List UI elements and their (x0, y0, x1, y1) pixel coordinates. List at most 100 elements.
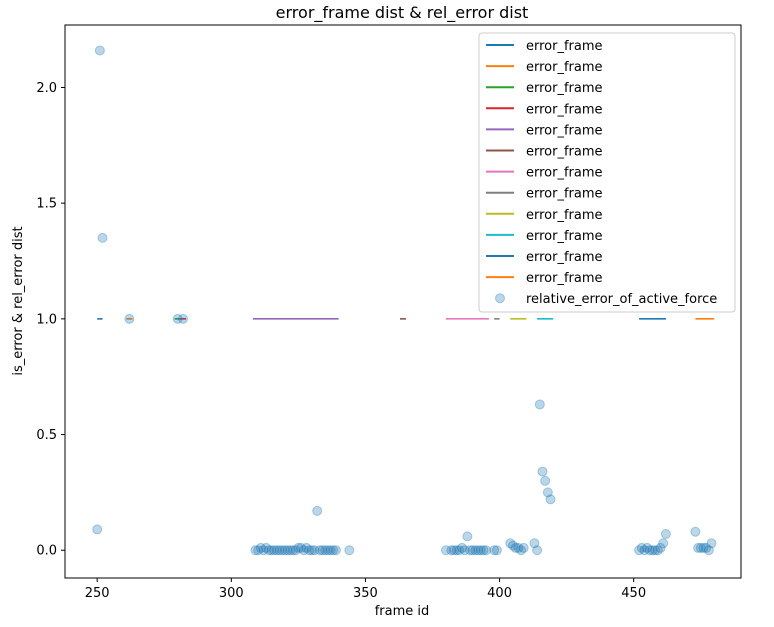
scatter-point-38 (440, 545, 451, 556)
x-axis: 250 300 350 400 450 (85, 578, 646, 601)
x-tick-label-2: 350 (353, 586, 378, 601)
legend-label-11: error_frame (526, 271, 603, 286)
scatter-point-43 (457, 542, 468, 553)
scatter-point-65 (540, 475, 551, 486)
scatter-point-23 (296, 542, 307, 553)
scatter-point-25 (301, 542, 312, 553)
scatter-point-0 (92, 524, 103, 535)
plot-marks (92, 45, 717, 556)
x-tick-label-0: 250 (85, 586, 110, 601)
x-tick-label-4: 450 (621, 586, 646, 601)
scatter-point-34 (325, 545, 336, 556)
legend-label-4: error_frame (526, 123, 603, 138)
scatter-point-67 (545, 494, 556, 505)
scatter-point-53 (489, 545, 500, 556)
scatter-point-47 (467, 545, 478, 556)
scatter-point-68 (634, 545, 645, 556)
scatter-point-4 (172, 313, 183, 324)
scatter-point-35 (328, 545, 339, 556)
scatter-point-29 (312, 505, 323, 516)
legend: error_frame error_frame error_frame error_f… (478, 32, 736, 313)
scatter-point-44 (459, 545, 470, 556)
scatter-point-60 (518, 542, 529, 553)
scatter-point-72 (644, 545, 655, 556)
scatter-point-20 (288, 545, 299, 556)
scatter-point-69 (636, 542, 647, 553)
scatter-point-3 (124, 313, 135, 324)
legend-label-3: error_frame (526, 102, 603, 117)
scatter-point-26 (304, 545, 315, 556)
scatter-point-61 (529, 538, 540, 549)
scatter-point-13 (269, 545, 280, 556)
scatter-point-76 (655, 542, 666, 553)
legend-label-2: error_frame (526, 81, 603, 96)
y-tick-label-0: 0.0 (36, 544, 57, 559)
x-tick-label-3: 400 (487, 586, 512, 601)
scatter-point-8 (255, 542, 266, 553)
scatter-point-30 (314, 545, 325, 556)
y-axis: 0.0 0.5 1.0 1.5 2.0 (36, 81, 65, 559)
plot-frame (64, 24, 742, 579)
legend-label-7: error_frame (526, 187, 603, 202)
scatter-point-21 (290, 545, 301, 556)
scatter-point-7 (253, 545, 264, 556)
scatter-point-19 (285, 545, 296, 556)
scatter-point-11 (263, 545, 274, 556)
scatter-point-84 (703, 545, 714, 556)
legend-label-5: error_frame (526, 145, 603, 160)
legend-label-0: error_frame (526, 39, 603, 54)
scatter-point-82 (698, 542, 709, 553)
y-axis-label: is_error & rel_error dist (11, 226, 26, 375)
scatter-point-58 (513, 542, 524, 553)
scatter-point-31 (317, 545, 328, 556)
scatter-point-63 (534, 399, 545, 410)
scatter-point-81 (695, 542, 706, 553)
scatter-point-62 (532, 545, 543, 556)
y-tick-label-1: 0.5 (36, 428, 57, 443)
x-tick-label-1: 300 (219, 586, 244, 601)
scatter-point-51 (478, 545, 489, 556)
legend-label-scatter: relative_error_of_active_force (526, 292, 717, 307)
scatter-point-79 (690, 526, 701, 537)
scatter-point-40 (448, 545, 459, 556)
scatter-point-36 (330, 545, 341, 556)
legend-label-6: error_frame (526, 166, 603, 181)
scatter-point-73 (647, 545, 658, 556)
scatter-point-41 (451, 545, 462, 556)
scatter-point-56 (507, 540, 518, 551)
scatter-point-2 (97, 232, 108, 243)
scatter-point-57 (510, 542, 521, 553)
scatter-point-59 (516, 545, 527, 556)
chart-title: error_frame dist & rel_error dist (276, 3, 529, 23)
scatter-point-75 (652, 545, 663, 556)
scatter-point-42 (454, 545, 465, 556)
scatter-point-18 (282, 545, 293, 556)
scatter-point-22 (293, 542, 304, 553)
scatter-point-50 (475, 545, 486, 556)
scatter-point-46 (465, 545, 476, 556)
scatter-point-66 (542, 487, 553, 498)
scatter-point-55 (505, 538, 516, 549)
scatter-point-27 (306, 545, 317, 556)
scatter-point-52 (481, 545, 492, 556)
scatter-point-71 (642, 542, 653, 553)
scatter-point-17 (279, 545, 290, 556)
scatter-point-15 (274, 545, 285, 556)
scatter-point-12 (266, 545, 277, 556)
scatter-point-14 (271, 545, 282, 556)
x-axis-label: frame id (375, 604, 430, 619)
scatter-point-33 (322, 545, 333, 556)
scatter-point-10 (261, 542, 272, 553)
scatter-point-1 (94, 45, 105, 56)
scatter-point-24 (298, 545, 309, 556)
scatter-point-6 (250, 545, 261, 556)
legend-label-8: error_frame (526, 208, 603, 223)
y-tick-label-4: 2.0 (36, 81, 57, 96)
scatter-point-16 (277, 545, 288, 556)
scatter-point-9 (258, 545, 269, 556)
scatter-point-54 (491, 545, 502, 556)
scatter-point-39 (446, 545, 457, 556)
scatter-point-85 (706, 538, 717, 549)
scatter-point-78 (660, 529, 671, 540)
